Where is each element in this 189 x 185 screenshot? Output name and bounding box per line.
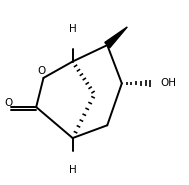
Polygon shape xyxy=(105,27,127,48)
Text: O: O xyxy=(5,98,13,108)
Text: OH: OH xyxy=(160,78,176,88)
Text: O: O xyxy=(38,66,46,76)
Text: H: H xyxy=(69,24,77,34)
Text: H: H xyxy=(69,165,77,175)
